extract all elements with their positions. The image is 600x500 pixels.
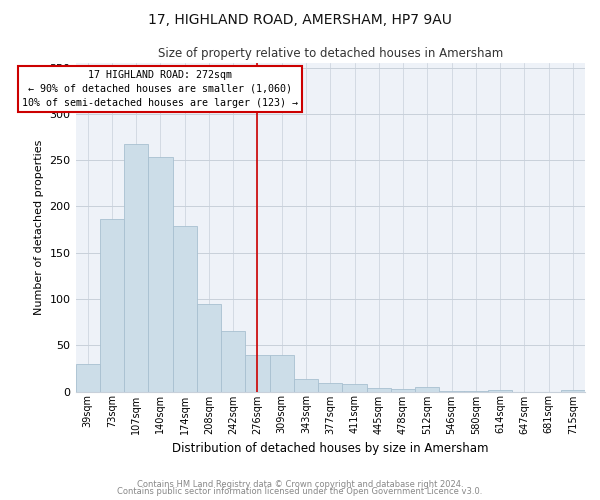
Bar — [197, 304, 221, 392]
Text: Contains HM Land Registry data © Crown copyright and database right 2024.: Contains HM Land Registry data © Crown c… — [137, 480, 463, 489]
Bar — [343, 384, 367, 392]
Bar — [488, 390, 512, 392]
Y-axis label: Number of detached properties: Number of detached properties — [34, 140, 44, 315]
Bar — [391, 388, 415, 392]
Bar — [439, 390, 464, 392]
Text: 17, HIGHLAND ROAD, AMERSHAM, HP7 9AU: 17, HIGHLAND ROAD, AMERSHAM, HP7 9AU — [148, 12, 452, 26]
Bar — [221, 332, 245, 392]
Bar — [367, 388, 391, 392]
Bar — [148, 158, 173, 392]
Bar — [76, 364, 100, 392]
Title: Size of property relative to detached houses in Amersham: Size of property relative to detached ho… — [158, 48, 503, 60]
Bar — [100, 220, 124, 392]
Bar — [464, 390, 488, 392]
Bar — [561, 390, 585, 392]
Bar — [245, 354, 269, 392]
Bar — [124, 144, 148, 392]
X-axis label: Distribution of detached houses by size in Amersham: Distribution of detached houses by size … — [172, 442, 488, 455]
Bar — [269, 356, 294, 392]
Text: 17 HIGHLAND ROAD: 272sqm
← 90% of detached houses are smaller (1,060)
10% of sem: 17 HIGHLAND ROAD: 272sqm ← 90% of detach… — [22, 70, 298, 108]
Bar — [173, 226, 197, 392]
Bar — [318, 383, 343, 392]
Bar — [415, 387, 439, 392]
Text: Contains public sector information licensed under the Open Government Licence v3: Contains public sector information licen… — [118, 487, 482, 496]
Bar — [294, 378, 318, 392]
